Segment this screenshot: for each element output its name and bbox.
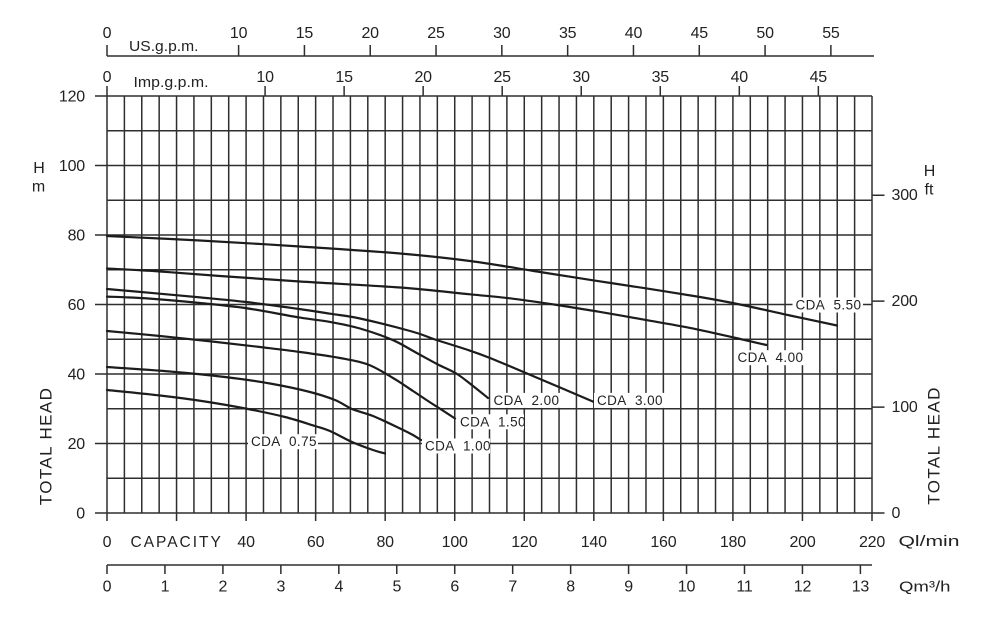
svg-text:5: 5 — [392, 579, 401, 596]
svg-text:m: m — [32, 179, 45, 196]
svg-text:300: 300 — [892, 187, 918, 204]
svg-text:CDA 0.75: CDA 0.75 — [251, 434, 317, 449]
svg-text:US.g.p.m.: US.g.p.m. — [129, 38, 199, 55]
svg-text:20: 20 — [361, 25, 379, 42]
svg-text:15: 15 — [296, 25, 314, 42]
svg-text:25: 25 — [427, 25, 445, 42]
svg-text:CDA 2.00: CDA 2.00 — [494, 393, 560, 408]
svg-text:CDA 3.00: CDA 3.00 — [597, 393, 663, 408]
svg-text:CDA 1.00: CDA 1.00 — [425, 439, 491, 454]
svg-text:35: 35 — [652, 69, 670, 86]
svg-text:60: 60 — [307, 534, 325, 551]
svg-text:9: 9 — [624, 579, 633, 596]
svg-text:0: 0 — [103, 534, 112, 551]
svg-text:40: 40 — [68, 367, 86, 384]
svg-text:40: 40 — [237, 534, 255, 551]
svg-text:0: 0 — [76, 506, 85, 523]
svg-text:10: 10 — [256, 69, 274, 86]
svg-text:200: 200 — [789, 534, 815, 551]
svg-text:13: 13 — [852, 579, 870, 596]
svg-text:0: 0 — [892, 505, 901, 522]
svg-text:160: 160 — [650, 534, 676, 551]
svg-text:0: 0 — [103, 579, 112, 596]
svg-text:80: 80 — [68, 228, 86, 245]
svg-text:CDA 4.00: CDA 4.00 — [738, 350, 804, 365]
svg-text:TOTAL HEAD: TOTAL HEAD — [925, 386, 944, 505]
svg-text:H: H — [924, 163, 936, 180]
svg-text:TOTAL HEAD: TOTAL HEAD — [37, 387, 56, 506]
svg-text:55: 55 — [822, 25, 840, 42]
svg-text:4: 4 — [334, 579, 343, 596]
svg-text:45: 45 — [691, 25, 709, 42]
svg-text:6: 6 — [450, 579, 459, 596]
svg-text:220: 220 — [859, 534, 885, 551]
svg-text:20: 20 — [414, 69, 432, 86]
svg-text:35: 35 — [559, 25, 577, 42]
svg-text:H: H — [33, 160, 45, 177]
svg-text:7: 7 — [508, 579, 517, 596]
svg-text:CDA 1.50: CDA 1.50 — [460, 414, 526, 429]
svg-text:100: 100 — [892, 399, 918, 416]
svg-text:40: 40 — [625, 25, 643, 42]
svg-text:CAPACITY: CAPACITY — [131, 534, 223, 551]
svg-text:10: 10 — [678, 579, 696, 596]
svg-text:25: 25 — [493, 69, 511, 86]
svg-text:180: 180 — [720, 534, 746, 551]
svg-text:11: 11 — [736, 579, 753, 596]
svg-text:30: 30 — [493, 25, 511, 42]
svg-text:0: 0 — [103, 25, 112, 42]
svg-text:30: 30 — [572, 69, 590, 86]
svg-text:10: 10 — [230, 25, 248, 42]
svg-text:ft: ft — [925, 182, 934, 199]
svg-text:CDA 5.50: CDA 5.50 — [796, 298, 862, 313]
svg-text:Qm³/h: Qm³/h — [899, 579, 951, 596]
svg-text:60: 60 — [68, 297, 86, 314]
svg-text:12: 12 — [794, 579, 812, 596]
svg-text:100: 100 — [442, 534, 468, 551]
svg-text:100: 100 — [59, 158, 85, 175]
svg-text:Ql/min: Ql/min — [899, 533, 960, 550]
svg-text:200: 200 — [892, 293, 918, 310]
svg-text:3: 3 — [277, 579, 286, 596]
svg-text:140: 140 — [581, 534, 607, 551]
svg-text:Imp.g.p.m.: Imp.g.p.m. — [134, 74, 209, 91]
svg-text:120: 120 — [511, 534, 537, 551]
svg-text:1: 1 — [161, 579, 170, 596]
svg-text:0: 0 — [103, 69, 112, 86]
svg-text:8: 8 — [566, 579, 575, 596]
svg-text:15: 15 — [335, 69, 353, 86]
svg-text:50: 50 — [756, 25, 774, 42]
svg-text:45: 45 — [810, 69, 828, 86]
svg-text:20: 20 — [68, 436, 86, 453]
svg-text:120: 120 — [59, 89, 85, 106]
svg-text:40: 40 — [731, 69, 749, 86]
svg-text:2: 2 — [219, 579, 228, 596]
svg-text:80: 80 — [376, 534, 394, 551]
